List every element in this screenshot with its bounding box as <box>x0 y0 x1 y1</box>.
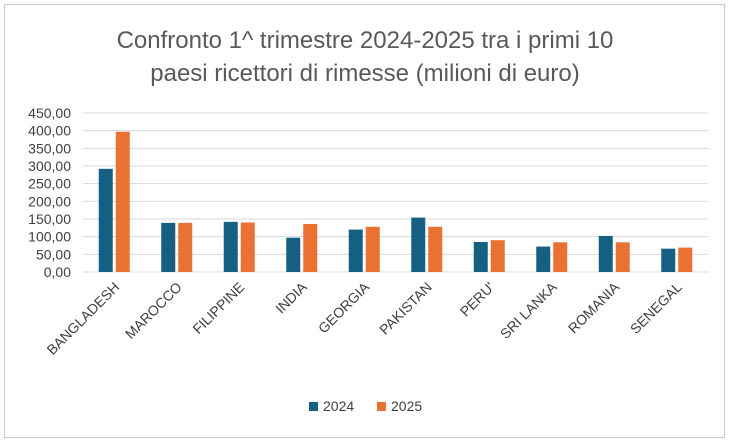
legend-swatch-2025 <box>377 402 386 411</box>
y-tick-label: 300,00 <box>28 158 71 174</box>
y-tick-label: 350,00 <box>28 140 71 156</box>
y-tick-label: 200,00 <box>28 193 71 209</box>
bar-2025-senegal <box>678 247 693 272</box>
x-category-label: FILIPPINE <box>189 279 247 337</box>
bar-2024-filippine <box>223 221 238 272</box>
y-tick-label: 400,00 <box>28 123 71 139</box>
bar-2024-india <box>286 237 301 272</box>
bars <box>98 131 693 272</box>
bar-2024-marocco <box>161 222 176 272</box>
x-category-label: INDIA <box>272 278 310 316</box>
bar-2025-filippine <box>240 222 255 272</box>
chart-title-line-2: paesi ricettori di rimesse (milioni di e… <box>150 60 579 87</box>
bar-2025-bangladesh <box>115 131 130 272</box>
bar-2024-senegal <box>661 248 676 272</box>
legend: 2024 2025 <box>309 398 422 414</box>
bar-2025-sri-lanka <box>553 242 568 272</box>
x-category-label: PAKISTAN <box>376 279 435 338</box>
x-category-label: PERU' <box>457 279 498 320</box>
x-category-label: ROMANIA <box>565 278 623 336</box>
bar-2025-pakistan <box>428 226 443 272</box>
bar-2025-romania <box>615 242 630 272</box>
bar-2025-marocco <box>178 222 193 272</box>
legend-label-2024: 2024 <box>323 398 354 414</box>
y-tick-label: 0,00 <box>44 264 71 280</box>
y-tick-label: 450,00 <box>28 105 71 121</box>
y-tick-label: 250,00 <box>28 176 71 192</box>
x-category-label: SRI LANKA <box>497 278 560 341</box>
x-category-label: MAROCCO <box>122 279 185 342</box>
x-category-label: SENEGAL <box>627 279 685 337</box>
bar-2024-georgia <box>348 229 363 272</box>
bar-2025-peru <box>490 240 505 272</box>
bar-2024-pakistan <box>411 217 426 272</box>
gridlines <box>83 112 708 273</box>
bar-2024-bangladesh <box>98 168 113 272</box>
y-tick-label: 150,00 <box>28 211 71 227</box>
x-category-label: BANGLADESH <box>43 279 122 358</box>
x-category-label: GEORGIA <box>315 278 373 336</box>
x-axis-categories: BANGLADESH MAROCCO FILIPPINE INDIA GEORGIA PA… <box>43 278 685 357</box>
bar-2024-peru <box>473 241 488 272</box>
chart-title-line-1: Confronto 1^ trimestre 2024-2025 tra i p… <box>117 27 614 54</box>
legend-label-2025: 2025 <box>391 398 422 414</box>
bar-2024-sri-lanka <box>536 246 551 272</box>
y-tick-label: 100,00 <box>28 229 71 245</box>
bar-2024-romania <box>598 235 613 272</box>
y-tick-label: 50,00 <box>36 246 71 262</box>
legend-swatch-2024 <box>309 402 318 411</box>
bar-2025-india <box>303 223 318 272</box>
bar-2025-georgia <box>365 226 380 272</box>
